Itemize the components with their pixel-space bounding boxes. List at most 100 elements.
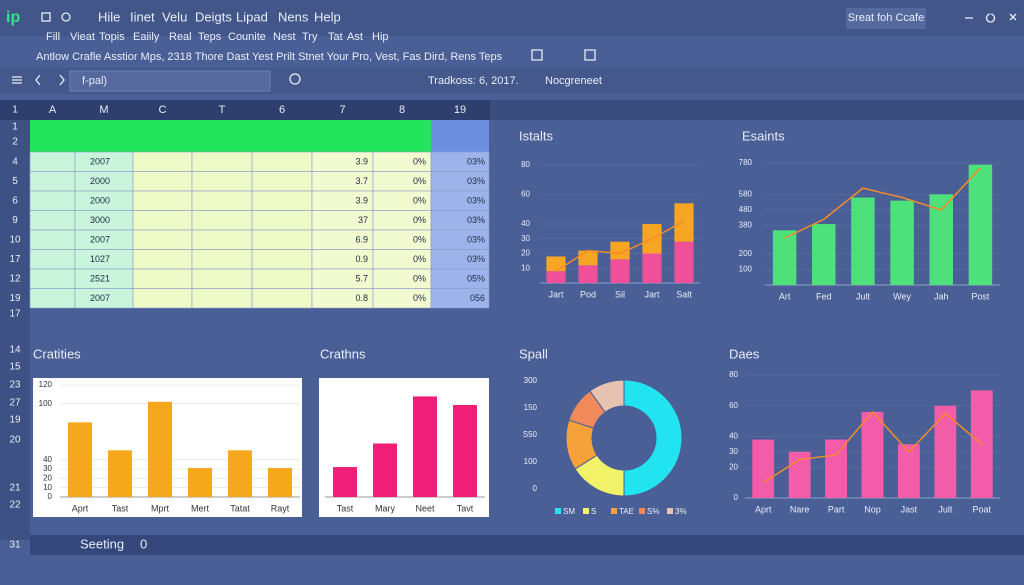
x-tick-label: Jart — [644, 289, 660, 299]
cell-box[interactable] — [69, 70, 271, 92]
cell[interactable] — [191, 249, 253, 270]
row-number: 23 — [9, 380, 21, 391]
x-tick-label: Nop — [864, 504, 881, 514]
bar — [610, 241, 630, 260]
menu-item[interactable]: Nens — [278, 9, 309, 24]
cell[interactable] — [132, 288, 193, 309]
cell[interactable] — [251, 268, 313, 289]
toolbar-item[interactable]: Vieat — [70, 31, 95, 43]
menu-item[interactable]: Iinet — [130, 9, 155, 24]
menu-item[interactable]: Help — [314, 9, 341, 24]
y-tick-label: 0 — [734, 493, 739, 502]
cell[interactable] — [132, 171, 193, 192]
menu-item[interactable]: Deigts — [195, 9, 232, 24]
icon[interactable] — [531, 49, 596, 61]
toolbar-item[interactable]: Try — [302, 31, 318, 43]
column-label: 7 — [339, 104, 345, 116]
y-tick-label: 20 — [521, 249, 530, 258]
share-button[interactable] — [846, 8, 926, 29]
icon[interactable] — [35, 74, 65, 86]
menu-item[interactable]: Hile — [98, 9, 120, 24]
cell-value: 0% — [413, 254, 426, 264]
cell[interactable] — [251, 210, 313, 231]
cell[interactable] — [132, 151, 193, 172]
cell[interactable] — [251, 171, 313, 192]
cell[interactable] — [29, 288, 76, 309]
cell[interactable] — [191, 210, 253, 231]
toolbar-item[interactable]: Counite — [228, 31, 266, 43]
bar — [108, 450, 132, 497]
toolbar-item[interactable]: Fill — [46, 31, 60, 43]
toolbar-item[interactable]: Teps — [198, 31, 222, 43]
info: Tradkoss: 6, 2017. — [428, 75, 519, 87]
toolbar-item[interactable]: Topis — [99, 31, 125, 43]
slice — [623, 379, 683, 497]
row-number: 20 — [9, 435, 21, 446]
toolbar-item[interactable]: Nest — [273, 31, 296, 43]
legend-label: TAE — [619, 507, 634, 516]
status-label: Seeting — [80, 536, 124, 551]
cell[interactable] — [132, 210, 193, 231]
toolbar-item[interactable]: Eaiily — [133, 31, 160, 43]
cell[interactable] — [132, 249, 193, 270]
cell[interactable] — [191, 268, 253, 289]
cell-value: 0% — [413, 234, 426, 244]
window-controls[interactable] — [965, 13, 1017, 23]
cell[interactable] — [132, 229, 193, 250]
x-tick-label: Jah — [934, 291, 949, 301]
x-tick-label: Part — [828, 504, 845, 514]
toolbar-item[interactable]: Ast — [347, 31, 363, 43]
row-number: 14 — [9, 345, 21, 356]
cell[interactable] — [191, 151, 253, 172]
bar — [934, 405, 957, 498]
menu-item[interactable]: Lipad — [236, 9, 268, 24]
cell[interactable] — [191, 190, 253, 211]
cell[interactable] — [251, 288, 313, 309]
cell[interactable] — [251, 190, 313, 211]
y-tick-label: 20 — [43, 473, 52, 482]
icon[interactable] — [41, 12, 51, 22]
y-tick-label: 100 — [39, 399, 53, 408]
cell[interactable] — [29, 171, 76, 192]
y-tick-label: 380 — [739, 221, 753, 230]
toolbar-item[interactable]: Real — [169, 31, 192, 43]
cell[interactable] — [251, 151, 313, 172]
y-tick-label: 10 — [43, 483, 52, 492]
row-number: 15 — [9, 362, 21, 373]
cell-value: 3.7 — [355, 176, 368, 186]
bar — [898, 444, 920, 498]
search-icon[interactable] — [289, 73, 301, 85]
cell-value: 1027 — [90, 254, 110, 264]
side-label: 100 — [524, 457, 538, 466]
icon[interactable] — [61, 12, 71, 22]
cell[interactable] — [191, 229, 253, 250]
menu-item[interactable]: Velu — [162, 9, 187, 24]
icon[interactable] — [12, 76, 22, 84]
y-tick-label: 40 — [521, 219, 530, 228]
cell[interactable] — [251, 249, 313, 270]
cell[interactable] — [29, 249, 76, 270]
cell[interactable] — [132, 190, 193, 211]
cell[interactable] — [29, 190, 76, 211]
toolbar-item[interactable]: Tat — [328, 31, 343, 43]
cell[interactable] — [132, 268, 193, 289]
cell[interactable] — [430, 288, 490, 309]
bar — [772, 230, 797, 285]
row-number: 21 — [9, 483, 21, 494]
cell[interactable] — [29, 268, 76, 289]
y-tick-label: 30 — [729, 447, 738, 456]
cell[interactable] — [191, 288, 253, 309]
cell[interactable] — [29, 210, 76, 231]
x-tick-label: Tast — [337, 503, 354, 513]
cell[interactable] — [191, 171, 253, 192]
y-tick-label: 10 — [521, 263, 530, 272]
y-tick-label: 30 — [521, 234, 530, 243]
cell[interactable] — [29, 151, 76, 172]
y-tick-label: 0 — [48, 492, 53, 501]
column-label: T — [219, 104, 226, 116]
cell[interactable] — [29, 229, 76, 250]
toolbar-item[interactable]: Hip — [372, 31, 389, 43]
cell-value: 2007 — [90, 293, 110, 303]
cell[interactable] — [251, 229, 313, 250]
slice — [589, 379, 625, 413]
